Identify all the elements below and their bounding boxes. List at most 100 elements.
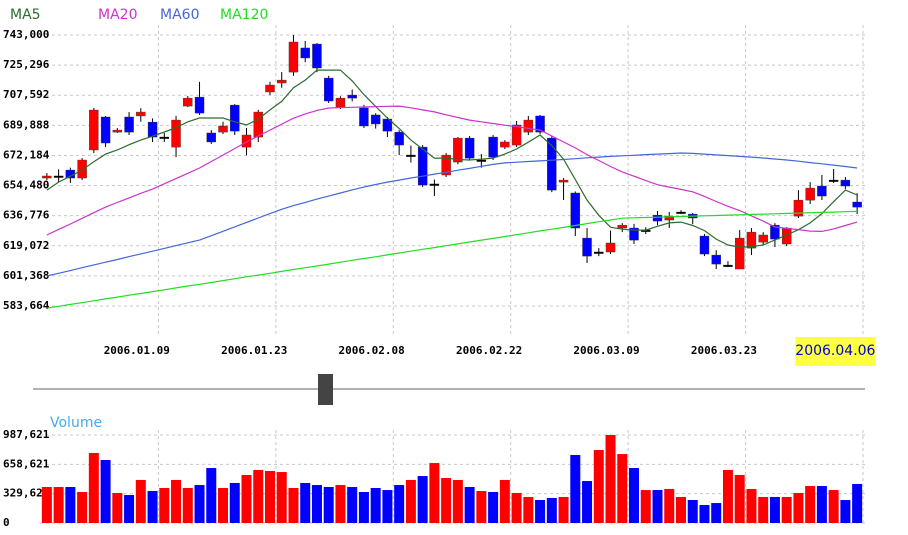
- candle-body: [77, 159, 87, 179]
- candle-body: [605, 242, 616, 253]
- volume-bar: [617, 454, 628, 523]
- y-tick-label: 329,621: [3, 487, 50, 500]
- scrollbar-thumb[interactable]: [318, 374, 333, 405]
- candle-body: [429, 183, 440, 186]
- candle-body: [406, 154, 416, 157]
- volume-bar: [135, 479, 146, 523]
- candle-body: [746, 231, 757, 249]
- volume-bar: [171, 479, 182, 523]
- candle-body: [711, 254, 721, 265]
- candle-body: [500, 141, 510, 148]
- ma-line: [46, 69, 858, 248]
- candle-body: [324, 77, 334, 102]
- candle-body: [171, 119, 181, 148]
- volume-bar: [241, 474, 252, 523]
- candle-body: [159, 136, 170, 139]
- candle-body: [793, 199, 804, 217]
- volume-bar: [253, 469, 264, 523]
- candle-body: [147, 121, 158, 138]
- y-tick-label: 658,621: [3, 457, 50, 470]
- volume-bar: [805, 486, 816, 523]
- volume-bar: [722, 469, 733, 523]
- volume-bar: [734, 474, 745, 523]
- volume-bar: [218, 487, 229, 523]
- volume-bar: [65, 487, 76, 523]
- ma-line: [46, 152, 858, 277]
- volume-bar: [675, 496, 686, 523]
- legend-entry: MA5: [10, 7, 41, 23]
- legend-entry: MA20: [98, 7, 137, 23]
- volume-bar: [629, 468, 640, 523]
- volume-bar: [124, 495, 135, 523]
- x-tick-label: 2006.02.08: [339, 344, 405, 357]
- candle-body: [230, 104, 240, 132]
- volume-bar: [229, 482, 240, 523]
- candle-body: [53, 175, 64, 178]
- x-tick-label: 2006.01.23: [221, 344, 287, 357]
- volume-bar: [652, 490, 663, 523]
- volume-bar: [546, 497, 557, 523]
- volume-bar: [840, 500, 851, 523]
- volume-bar: [535, 500, 546, 523]
- volume-bar: [664, 488, 675, 523]
- candle-body: [194, 96, 205, 114]
- y-tick-label: 583,664: [3, 299, 50, 312]
- volume-bar: [640, 490, 651, 523]
- volume-bar: [499, 479, 510, 523]
- y-tick-label: 601,368: [3, 269, 49, 282]
- candle-body: [253, 111, 263, 138]
- x-tick-label: 2006.03.09: [573, 344, 639, 357]
- volume-bar: [769, 496, 780, 523]
- volume-bar: [429, 463, 440, 523]
- candle-body: [347, 94, 357, 99]
- candle-body: [288, 41, 299, 73]
- candle-body: [629, 227, 639, 241]
- ma-line: [46, 210, 858, 309]
- volume-bar: [159, 487, 170, 523]
- volume-bar: [77, 491, 88, 523]
- candle-body: [300, 47, 310, 59]
- x-tick-label: 2006.04.06: [795, 343, 875, 359]
- candle-body: [805, 187, 815, 201]
- y-tick-label: 672,184: [3, 148, 50, 161]
- y-tick-label: 636,776: [3, 209, 50, 222]
- volume-bar: [452, 479, 463, 523]
- candle-body: [617, 224, 627, 229]
- volume-bar: [264, 470, 275, 523]
- candle-body: [312, 43, 322, 69]
- legend-entry: MA120: [220, 7, 268, 23]
- candle-body: [124, 116, 134, 133]
- volume-bar: [347, 487, 358, 523]
- volume-bar: [793, 492, 804, 523]
- volume-bar: [194, 485, 205, 523]
- candle-body: [828, 179, 839, 182]
- volume-bar: [582, 481, 593, 523]
- candle-body: [42, 175, 52, 179]
- volume-bar: [781, 496, 792, 523]
- volume-bar: [828, 490, 839, 523]
- y-tick-label: 689,888: [3, 118, 49, 131]
- x-tick-label: 2006.01.09: [104, 344, 170, 357]
- y-tick-label: 743,000: [3, 28, 49, 41]
- candle-body: [394, 131, 404, 146]
- volume-bar: [417, 476, 428, 523]
- volume-bar: [358, 491, 369, 523]
- candle-body: [112, 129, 123, 133]
- ma-line: [46, 105, 858, 236]
- candle-body: [488, 136, 498, 158]
- volume-bar: [464, 487, 475, 523]
- candle-body: [417, 146, 428, 186]
- candle-body: [464, 137, 475, 159]
- volume-bar: [206, 468, 217, 523]
- volume-bar: [323, 487, 334, 523]
- candle-body: [277, 79, 287, 84]
- candle-body: [441, 154, 451, 176]
- legend-entry: MA60: [160, 7, 199, 23]
- candle-body: [535, 115, 545, 133]
- volume-bar: [711, 503, 722, 523]
- cursor-date-box: [795, 337, 876, 366]
- candle-body: [183, 97, 193, 107]
- y-tick-label: 654,480: [3, 179, 49, 192]
- candle-body: [582, 237, 592, 257]
